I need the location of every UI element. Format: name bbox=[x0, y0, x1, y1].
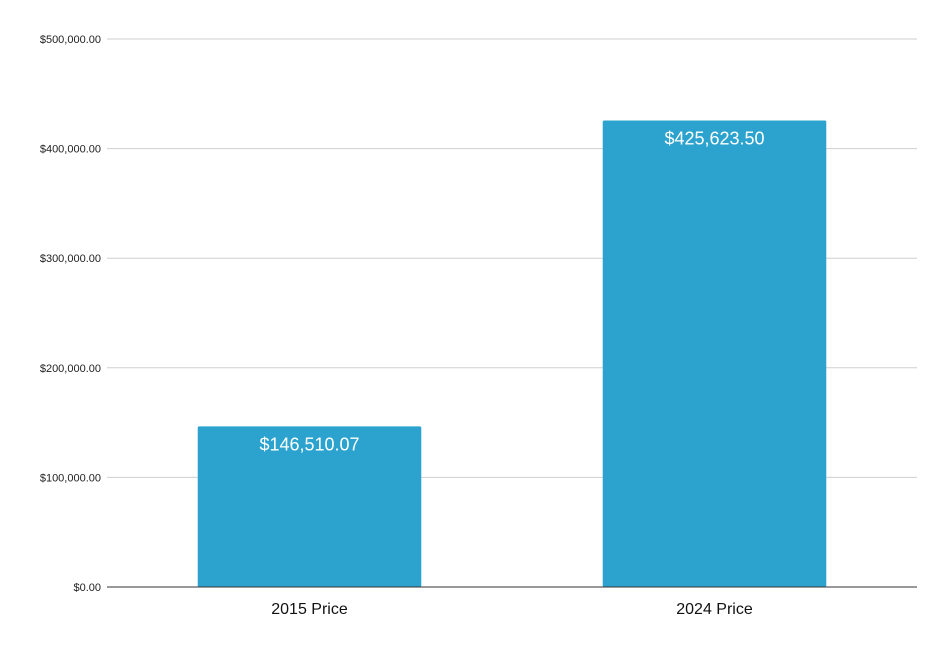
y-tick-label: $100,000.00 bbox=[40, 472, 101, 484]
y-axis-tick-labels: $0.00 $100,000.00 $200,000.00 $300,000.00 $4… bbox=[40, 34, 101, 594]
bar-2 bbox=[602, 120, 827, 587]
y-tick-label: $400,000.00 bbox=[40, 144, 101, 156]
bar-data-label: $425,623.50 bbox=[664, 129, 764, 149]
bar-1 bbox=[197, 426, 422, 587]
x-axis-category-labels: 2015 Price 2024 Price bbox=[271, 601, 753, 618]
y-tick-label: $200,000.00 bbox=[40, 363, 101, 375]
bars bbox=[197, 120, 827, 587]
bar-data-labels: $146,510.07 $425,623.50 bbox=[259, 129, 764, 455]
y-tick-label: $500,000.00 bbox=[40, 34, 101, 46]
bar-data-label: $146,510.07 bbox=[259, 434, 359, 454]
x-category-label: 2015 Price bbox=[271, 601, 348, 618]
y-tick-label: $300,000.00 bbox=[40, 253, 101, 265]
y-tick-label: $0.00 bbox=[73, 582, 101, 594]
x-category-label: 2024 Price bbox=[676, 601, 753, 618]
